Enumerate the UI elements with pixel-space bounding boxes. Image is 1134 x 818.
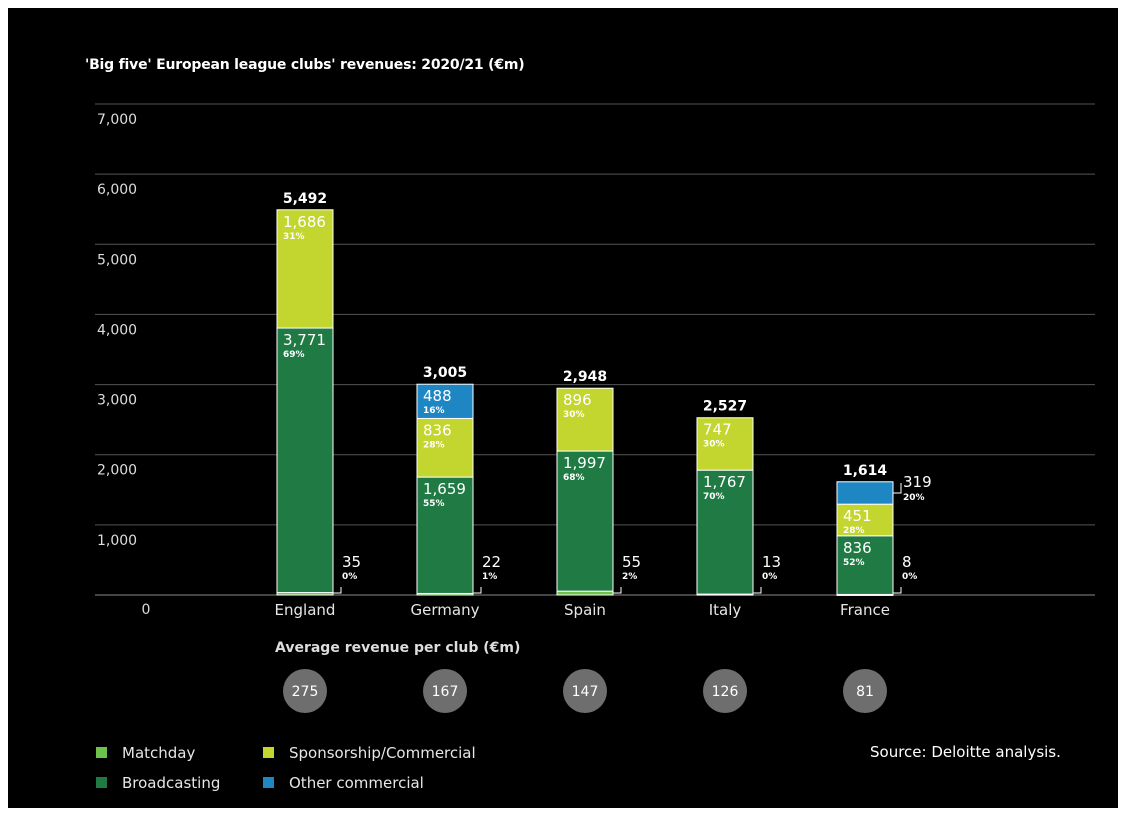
segment-value-label: 836 (423, 421, 452, 439)
bar-segment (416, 383, 474, 419)
total-label: 2,948 (563, 369, 607, 385)
matchday-pct-label: 0% (342, 572, 357, 582)
avg-value-label: 275 (292, 684, 319, 700)
segment-pct-label: 52% (843, 558, 865, 568)
segment-value-label: 1,659 (423, 480, 466, 498)
avg-value-label: 147 (572, 684, 599, 700)
matchday-callout-line (753, 587, 762, 594)
matchday-value-label: 35 (342, 553, 361, 571)
segment-value-label: 836 (843, 539, 872, 557)
avg-value-label: 81 (856, 684, 874, 700)
matchday-value-label: 55 (622, 553, 641, 571)
bar-segment (836, 503, 894, 537)
bar-segment (696, 417, 754, 471)
avg-circle (703, 669, 747, 713)
matchday-pct-label: 1% (482, 572, 497, 582)
matchday-pct-label: 0% (902, 572, 917, 582)
segment-value-label: 3,771 (283, 331, 326, 349)
segment-value-label: 747 (703, 421, 732, 439)
segment-pct-label: 28% (843, 526, 865, 536)
segment-value-label: 1,686 (283, 213, 326, 231)
y-tick-label: 2,000 (97, 463, 137, 479)
matchday-pct-label: 2% (622, 572, 637, 582)
other-pct-label: 20% (903, 493, 925, 503)
y-tick-label: 6,000 (97, 182, 137, 198)
bar-segment (276, 327, 334, 594)
y-tick-label: 1,000 (97, 533, 137, 549)
bar-segment (416, 476, 474, 594)
y-tick-label: 5,000 (97, 252, 137, 268)
matchday-callout-line (613, 587, 622, 594)
category-label: Germany (411, 601, 480, 619)
segment-value-label: 896 (563, 391, 592, 409)
segment-pct-label: 30% (703, 440, 725, 450)
category-label: Spain (564, 601, 606, 619)
legend-label: Broadcasting (122, 774, 220, 792)
bar-segment (836, 535, 894, 595)
matchday-callout-line (893, 587, 902, 594)
avg-value-label: 167 (432, 684, 459, 700)
segment-value-label: 1,767 (703, 473, 746, 491)
y-tick-label: 4,000 (97, 322, 137, 338)
y-tick-label: 0 (142, 602, 151, 618)
segment-pct-label: 31% (283, 232, 305, 242)
avg-circle (563, 669, 607, 713)
bar-segment (836, 481, 894, 505)
category-label: Italy (709, 601, 742, 619)
segment-pct-label: 30% (563, 410, 585, 420)
bar-segment (696, 469, 754, 595)
legend-swatch (96, 777, 107, 788)
category-label: France (840, 601, 890, 619)
legend-swatch (96, 747, 107, 758)
total-label: 3,005 (423, 365, 467, 381)
bar-segment (416, 417, 474, 478)
matchday-callout-line (473, 587, 482, 594)
y-tick-label: 3,000 (97, 393, 137, 409)
other-callout-line (893, 482, 902, 494)
other-value-label: 319 (903, 473, 932, 491)
avg-circle (423, 669, 467, 713)
avg-circle (283, 669, 327, 713)
segment-value-label: 451 (843, 507, 872, 525)
segment-pct-label: 55% (423, 499, 445, 509)
segment-pct-label: 70% (703, 492, 725, 502)
segment-pct-label: 68% (563, 473, 585, 483)
category-label: England (275, 601, 336, 619)
segment-value-label: 1,997 (563, 454, 606, 472)
y-tick-label: 7,000 (97, 112, 137, 128)
total-label: 5,492 (283, 191, 327, 207)
legend-label: Sponsorship/Commercial (289, 744, 476, 762)
segment-pct-label: 69% (283, 350, 305, 360)
legend-label: Matchday (122, 744, 195, 762)
bar-segment (556, 387, 614, 452)
avg-value-label: 126 (712, 684, 739, 700)
matchday-value-label: 8 (902, 553, 912, 571)
segment-pct-label: 28% (423, 440, 445, 450)
segment-value-label: 488 (423, 387, 452, 405)
avg-title: Average revenue per club (€m) (275, 640, 520, 656)
matchday-value-label: 13 (762, 553, 781, 571)
total-label: 1,614 (843, 463, 888, 479)
matchday-value-label: 22 (482, 553, 501, 571)
avg-circle (843, 669, 887, 713)
segment-pct-label: 16% (423, 406, 445, 416)
total-label: 2,527 (703, 399, 747, 415)
matchday-callout-line (333, 587, 342, 594)
matchday-pct-label: 0% (762, 572, 777, 582)
legend-swatch (263, 747, 274, 758)
bar-segment (556, 590, 614, 596)
legend-swatch (263, 777, 274, 788)
source-note: Source: Deloitte analysis. (870, 743, 1061, 761)
legend-label: Other commercial (289, 774, 424, 792)
bar-segment (276, 209, 334, 329)
chart-title: 'Big five' European league clubs' revenu… (85, 57, 525, 73)
bar-segment (556, 450, 614, 592)
